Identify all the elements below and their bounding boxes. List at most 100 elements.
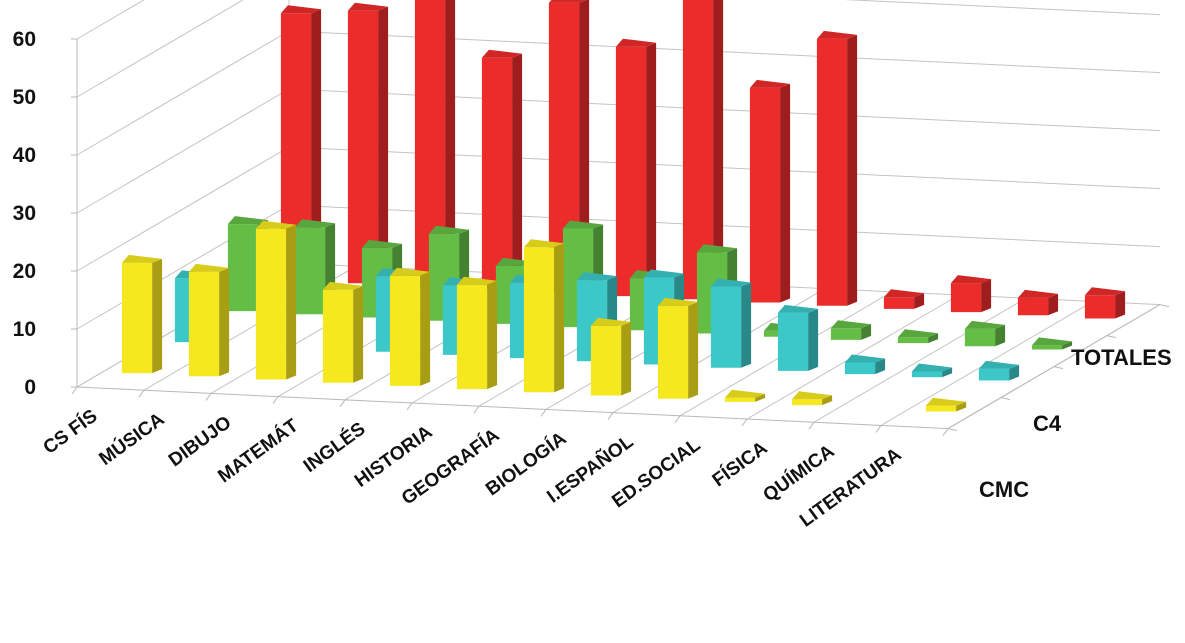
bar-front — [188, 271, 220, 377]
bar-front — [844, 362, 876, 375]
bar-CMC-LITERATURA — [925, 397, 967, 412]
y-tick-label: 20 — [13, 260, 36, 283]
bar-top — [710, 278, 752, 287]
bar-side — [822, 395, 833, 406]
bar-front — [777, 312, 809, 371]
bar-front — [255, 228, 287, 380]
bar-C4-ED.SOCIAL — [777, 304, 819, 371]
bar-CMC-MÚSICA — [188, 263, 230, 377]
bar-side — [995, 324, 1006, 347]
bar-top — [576, 272, 618, 281]
bar-front — [883, 297, 915, 309]
bar-TOTALES-INGLÉS — [548, 0, 590, 293]
bar-side — [646, 42, 657, 297]
bar-CMC-CS FÍS — [121, 254, 163, 374]
bar-side — [1115, 291, 1126, 319]
bar-top — [361, 239, 403, 248]
bar-side — [914, 293, 925, 309]
bar-top — [950, 275, 992, 284]
depth-tick — [1159, 304, 1170, 308]
gridline-50 — [76, 0, 1161, 98]
bar-C4-LITERATURA — [978, 360, 1020, 381]
bar-top — [615, 38, 657, 47]
bar-CMC-INGLÉS — [389, 267, 431, 386]
bar-top — [294, 219, 336, 228]
bar-side — [554, 243, 565, 393]
bar-front — [590, 325, 622, 396]
bar-top — [590, 317, 632, 326]
bar-side — [487, 280, 498, 390]
bar-top — [1084, 287, 1126, 296]
bar-top — [816, 30, 858, 39]
bar-side — [741, 282, 752, 368]
bar-front — [481, 57, 513, 290]
bar-CMC-FÍSICA — [791, 391, 833, 406]
bar-side — [1048, 293, 1059, 316]
x-tick — [607, 412, 614, 420]
x-tick — [942, 428, 949, 436]
bar-top — [188, 263, 230, 272]
bar-front — [749, 87, 781, 303]
bar-top — [481, 49, 523, 58]
bar-side — [579, 0, 590, 293]
bar-top — [428, 225, 470, 234]
bar-top — [562, 220, 604, 229]
bar-side — [378, 6, 389, 284]
bar-top — [724, 389, 766, 398]
bar-top — [978, 360, 1020, 369]
bar-side — [956, 401, 967, 412]
bar-top — [255, 220, 297, 229]
bar-side — [353, 285, 364, 383]
bar-side — [420, 271, 431, 386]
category-label: MÚSICA — [95, 408, 169, 470]
bar-front — [978, 368, 1010, 381]
bar-top — [1031, 337, 1073, 346]
bar-TOTALES-HISTORIA — [615, 38, 657, 297]
bar-C4-QUÍMICA — [911, 363, 953, 378]
bar-front — [657, 305, 689, 399]
bar-front — [615, 46, 647, 297]
bar-side — [875, 358, 886, 375]
bar-top — [1017, 289, 1059, 298]
bar-CMC-I.ESPAÑOL — [657, 297, 699, 399]
depth-tick — [1000, 397, 1011, 401]
bar-top — [911, 363, 953, 372]
x-tick — [674, 415, 681, 424]
y-tick-label: 10 — [13, 318, 36, 341]
bar-side — [445, 0, 456, 287]
bar-side — [780, 83, 791, 303]
bar-top — [883, 289, 925, 298]
bar-side — [219, 267, 230, 377]
bar-TOTALES-CS FÍS — [280, 5, 322, 281]
bar-TOTALES-MÚSICA — [347, 2, 389, 284]
bar-side — [981, 279, 992, 313]
bar-front — [1084, 295, 1116, 319]
bar-front — [322, 289, 354, 383]
x-axis — [76, 386, 949, 430]
bar-CMC-BIOLOGÍA — [590, 317, 632, 396]
bar-top — [897, 329, 939, 338]
bar-front — [724, 397, 756, 402]
bar-TOTALES-MATEMÁT — [481, 49, 523, 290]
x-tick — [71, 386, 78, 395]
bar-top — [657, 297, 699, 306]
y-tick-label: 30 — [13, 202, 36, 225]
series-axis-label: CMC — [979, 477, 1029, 502]
bar-side — [311, 9, 322, 281]
bars — [121, 0, 1126, 412]
axes — [71, 38, 1170, 436]
bar-TOTALES-I.ESPAÑOL — [816, 30, 858, 306]
bar-top — [696, 244, 738, 253]
bar-top — [389, 267, 431, 276]
bar-front — [710, 286, 742, 368]
bar-front — [950, 283, 982, 313]
x-tick — [540, 409, 547, 417]
bar-side — [1062, 341, 1073, 350]
bar-front — [548, 2, 580, 293]
category-label: FÍSICA — [708, 437, 772, 492]
bar-top — [830, 320, 872, 329]
bar-CMC-MATEMÁT — [322, 281, 364, 383]
series-axis-label: C4 — [1033, 411, 1062, 436]
bar-front — [389, 275, 421, 386]
